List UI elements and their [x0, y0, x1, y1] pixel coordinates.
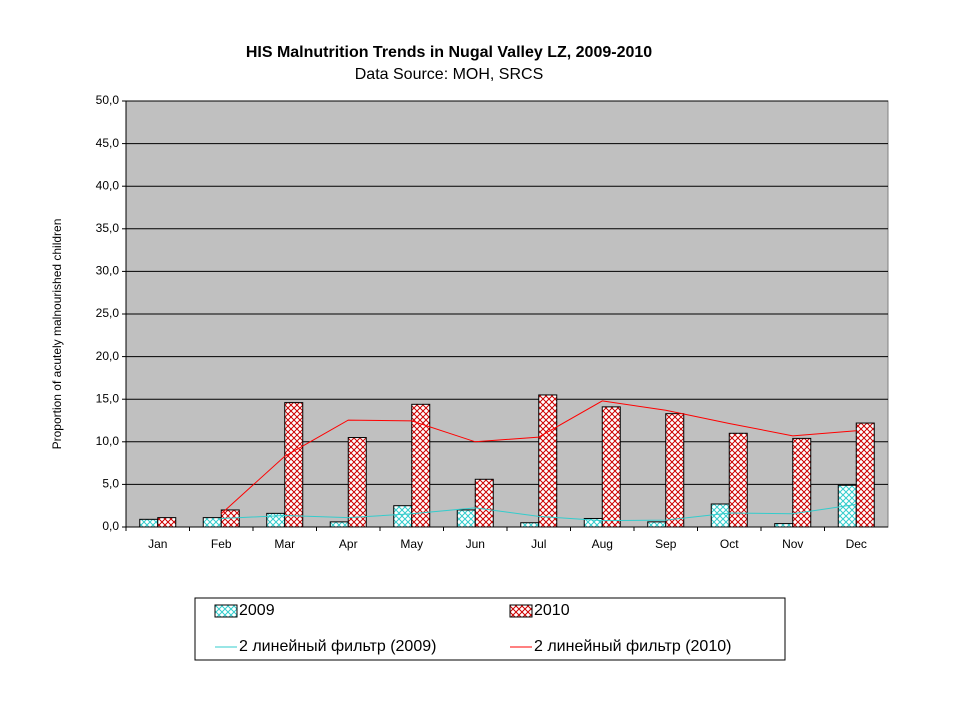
y-tick-label: 5,0	[102, 477, 119, 491]
y-tick-label: 40,0	[96, 178, 120, 192]
y-axis-label: Proportion of acutely malnourished child…	[50, 219, 64, 450]
x-tick-label: Jul	[531, 537, 546, 551]
bar	[329, 521, 349, 528]
y-tick-label: 15,0	[96, 391, 120, 405]
chart-title: HIS Malnutrition Trends in Nugal Valley …	[246, 44, 652, 61]
bar	[456, 509, 476, 528]
bar	[347, 437, 367, 528]
y-tick-label: 50,0	[96, 93, 120, 107]
bar	[411, 403, 431, 528]
x-tick-label: Apr	[339, 537, 358, 551]
y-tick-label: 10,0	[96, 434, 120, 448]
trend-line	[220, 400, 857, 515]
legend-label: 2010	[534, 602, 570, 619]
bar	[728, 432, 748, 528]
bar	[601, 406, 621, 528]
x-tick-label: Dec	[846, 537, 867, 551]
legend-label: 2 линейный фильтр (2009)	[239, 638, 436, 655]
bar	[774, 523, 794, 528]
bar	[855, 422, 875, 528]
y-tick-label: 35,0	[96, 221, 120, 235]
bar	[710, 503, 730, 528]
legend-swatch	[509, 604, 533, 618]
x-tick-label: Sep	[655, 537, 677, 551]
bar	[202, 517, 222, 528]
x-tick-label: Feb	[211, 537, 232, 551]
y-tick-label: 30,0	[96, 264, 120, 278]
bar	[665, 413, 685, 528]
chart-subtitle: Data Source: MOH, SRCS	[355, 66, 544, 83]
legend-label: 2 линейный фильтр (2010)	[534, 638, 731, 655]
y-tick-label: 45,0	[96, 136, 120, 150]
bar	[474, 478, 494, 528]
x-tick-label: Oct	[720, 537, 739, 551]
bar	[393, 505, 413, 528]
x-tick-label: Nov	[782, 537, 803, 551]
bar	[792, 437, 812, 528]
legend-swatch	[214, 604, 238, 618]
x-tick-label: Mar	[274, 537, 295, 551]
bar	[157, 517, 177, 528]
y-tick-label: 25,0	[96, 306, 120, 320]
bar	[647, 521, 667, 528]
x-tick-label: Aug	[592, 537, 613, 551]
x-tick-label: Jun	[466, 537, 485, 551]
bar	[139, 518, 159, 528]
bar	[284, 402, 304, 528]
legend-label: 2009	[239, 602, 275, 619]
bar	[520, 522, 540, 528]
x-tick-label: May	[400, 537, 423, 551]
y-tick-label: 0,0	[102, 519, 119, 533]
y-tick-label: 20,0	[96, 349, 120, 363]
trend-line	[221, 503, 857, 522]
bar	[538, 394, 558, 528]
x-tick-label: Jan	[148, 537, 167, 551]
legend	[194, 597, 786, 661]
